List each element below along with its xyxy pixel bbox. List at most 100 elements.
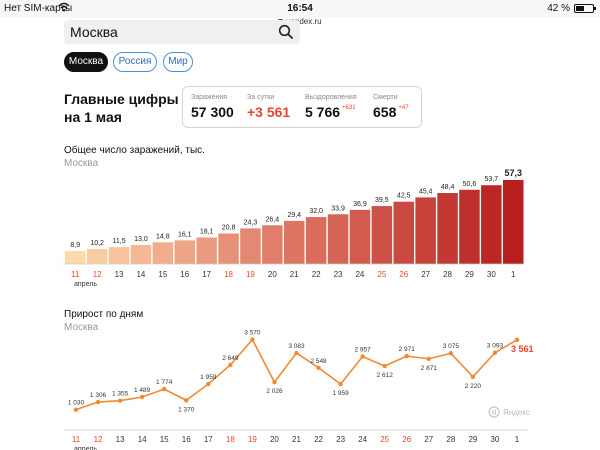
x-tick-label: 25 <box>377 270 386 279</box>
x-tick-label: 29 <box>468 435 477 444</box>
point-value-label: 1 489 <box>134 387 151 394</box>
x-axis-month: апрель <box>74 281 97 288</box>
x-tick-label: 29 <box>465 270 474 279</box>
stat-recovered: Выздоровления 5 766 +631 <box>305 94 357 122</box>
x-tick-label: 15 <box>160 435 169 444</box>
bar-value-label: 53,7 <box>485 176 499 183</box>
data-point <box>206 381 211 387</box>
point-value-label: 1 030 <box>68 400 85 407</box>
stat-delta: +631 <box>342 105 356 111</box>
chart-bar <box>284 220 305 264</box>
point-value-label: 3 570 <box>244 330 261 337</box>
data-point <box>162 386 167 392</box>
stat-value: 658 <box>373 104 397 120</box>
chart-bar <box>305 217 327 264</box>
point-value-label: 2 220 <box>465 383 482 390</box>
x-tick-label: 14 <box>138 435 147 444</box>
x-tick-label: 17 <box>204 435 213 444</box>
x-tick-label: 22 <box>314 435 323 444</box>
tab-world[interactable]: Мир <box>163 52 193 72</box>
stat-label: Выздоровления <box>305 94 357 101</box>
point-value-label: 3 561 <box>511 344 534 354</box>
point-value-label: 3 093 <box>487 343 504 350</box>
chart-bar <box>218 233 239 264</box>
x-axis-month: апрель <box>74 446 97 450</box>
x-tick-label: 13 <box>116 435 125 444</box>
chart-bar <box>371 206 393 264</box>
data-point <box>492 350 498 355</box>
bar-value-label: 10,2 <box>90 240 104 247</box>
x-tick-label: 11 <box>72 435 81 444</box>
bar-value-label: 45,4 <box>419 188 433 195</box>
total-infections-chart: 8,9 11 10,2 12 11,5 13 13,0 14 14,8 15 16,1 16 18,1 1… <box>63 168 525 288</box>
status-bar: Нет SIM-карты 16:54 42 % <box>0 0 600 18</box>
point-value-label: 2 871 <box>421 365 438 372</box>
carrier-label: Нет SIM-карты <box>4 3 73 14</box>
bar-value-label: 8,9 <box>70 242 80 249</box>
data-point <box>514 337 520 343</box>
bar-value-label: 26,4 <box>266 216 280 223</box>
bar-value-label: 42,5 <box>397 193 411 200</box>
yandex-logo-icon <box>488 406 500 418</box>
tab-moscow[interactable]: Москва <box>64 52 108 72</box>
point-value-label: 2 649 <box>222 355 239 362</box>
bar-value-label: 50,6 <box>463 181 477 188</box>
x-tick-label: 14 <box>136 270 145 279</box>
bar-value-label: 39,5 <box>375 197 389 204</box>
data-point <box>272 379 277 385</box>
search-input[interactable]: Москва <box>64 20 300 44</box>
data-point <box>404 353 409 359</box>
bar-value-label: 24,3 <box>244 219 258 226</box>
x-tick-label: 12 <box>93 270 102 279</box>
bar-value-label: 13,0 <box>134 236 148 243</box>
point-value-label: 3 075 <box>443 343 460 350</box>
x-tick-label: 1 <box>511 270 516 279</box>
x-tick-label: 28 <box>443 270 452 279</box>
data-point <box>294 350 299 356</box>
stats-card: Заражения 57 300 За сутки +3 561 Выздоро… <box>182 86 422 128</box>
chart-bar <box>415 197 436 264</box>
x-tick-label: 15 <box>158 270 167 279</box>
data-point <box>250 337 255 342</box>
stat-deaths: Смерти 658 +47 <box>373 94 409 122</box>
chart-bar <box>459 189 480 264</box>
bar-value-label: 36,9 <box>353 201 367 208</box>
data-point <box>139 394 145 400</box>
tab-russia[interactable]: Россия <box>113 52 157 72</box>
chart-bar <box>393 201 414 264</box>
x-tick-label: 1 <box>515 435 520 444</box>
point-value-label: 2 548 <box>310 358 327 365</box>
point-value-label: 1 959 <box>332 390 349 397</box>
stat-delta: +47 <box>398 105 409 111</box>
daily-growth-chart: 1 030 11 1 306 12 1 355 13 1 489 14 1 774 15 1 370… <box>64 330 534 450</box>
daily-chart-subtitle: Москва <box>64 322 99 333</box>
x-tick-label: 27 <box>421 270 430 279</box>
x-tick-label: 28 <box>446 435 455 444</box>
point-value-label: 1 355 <box>112 391 129 398</box>
clock: 16:54 <box>287 3 313 14</box>
x-tick-label: 26 <box>402 435 411 444</box>
x-tick-label: 21 <box>292 435 301 444</box>
x-tick-label: 16 <box>182 435 191 444</box>
x-tick-label: 30 <box>487 270 496 279</box>
x-tick-label: 16 <box>180 270 189 279</box>
bar-value-label: 11,5 <box>112 238 125 245</box>
chart-bar <box>65 250 86 264</box>
data-point <box>228 362 233 368</box>
chart-bar <box>503 179 524 264</box>
chart-bar <box>262 225 283 264</box>
chart-bar <box>240 228 261 264</box>
stat-value: +3 561 <box>247 104 291 120</box>
data-point <box>448 351 454 356</box>
search-icon[interactable] <box>278 24 294 40</box>
point-value-label: 2 026 <box>266 388 283 395</box>
x-tick-label: 20 <box>268 270 277 279</box>
search-value: Москва <box>70 24 118 40</box>
x-tick-label: 22 <box>312 270 321 279</box>
stat-value: 57 300 <box>191 104 234 120</box>
x-tick-label: 23 <box>336 435 345 444</box>
stat-daily: За сутки +3 561 <box>247 94 290 122</box>
bar-value-label: 33,9 <box>331 205 345 212</box>
bar-value-label: 32,0 <box>309 208 323 215</box>
title-line-1: Главные цифры <box>64 91 179 107</box>
